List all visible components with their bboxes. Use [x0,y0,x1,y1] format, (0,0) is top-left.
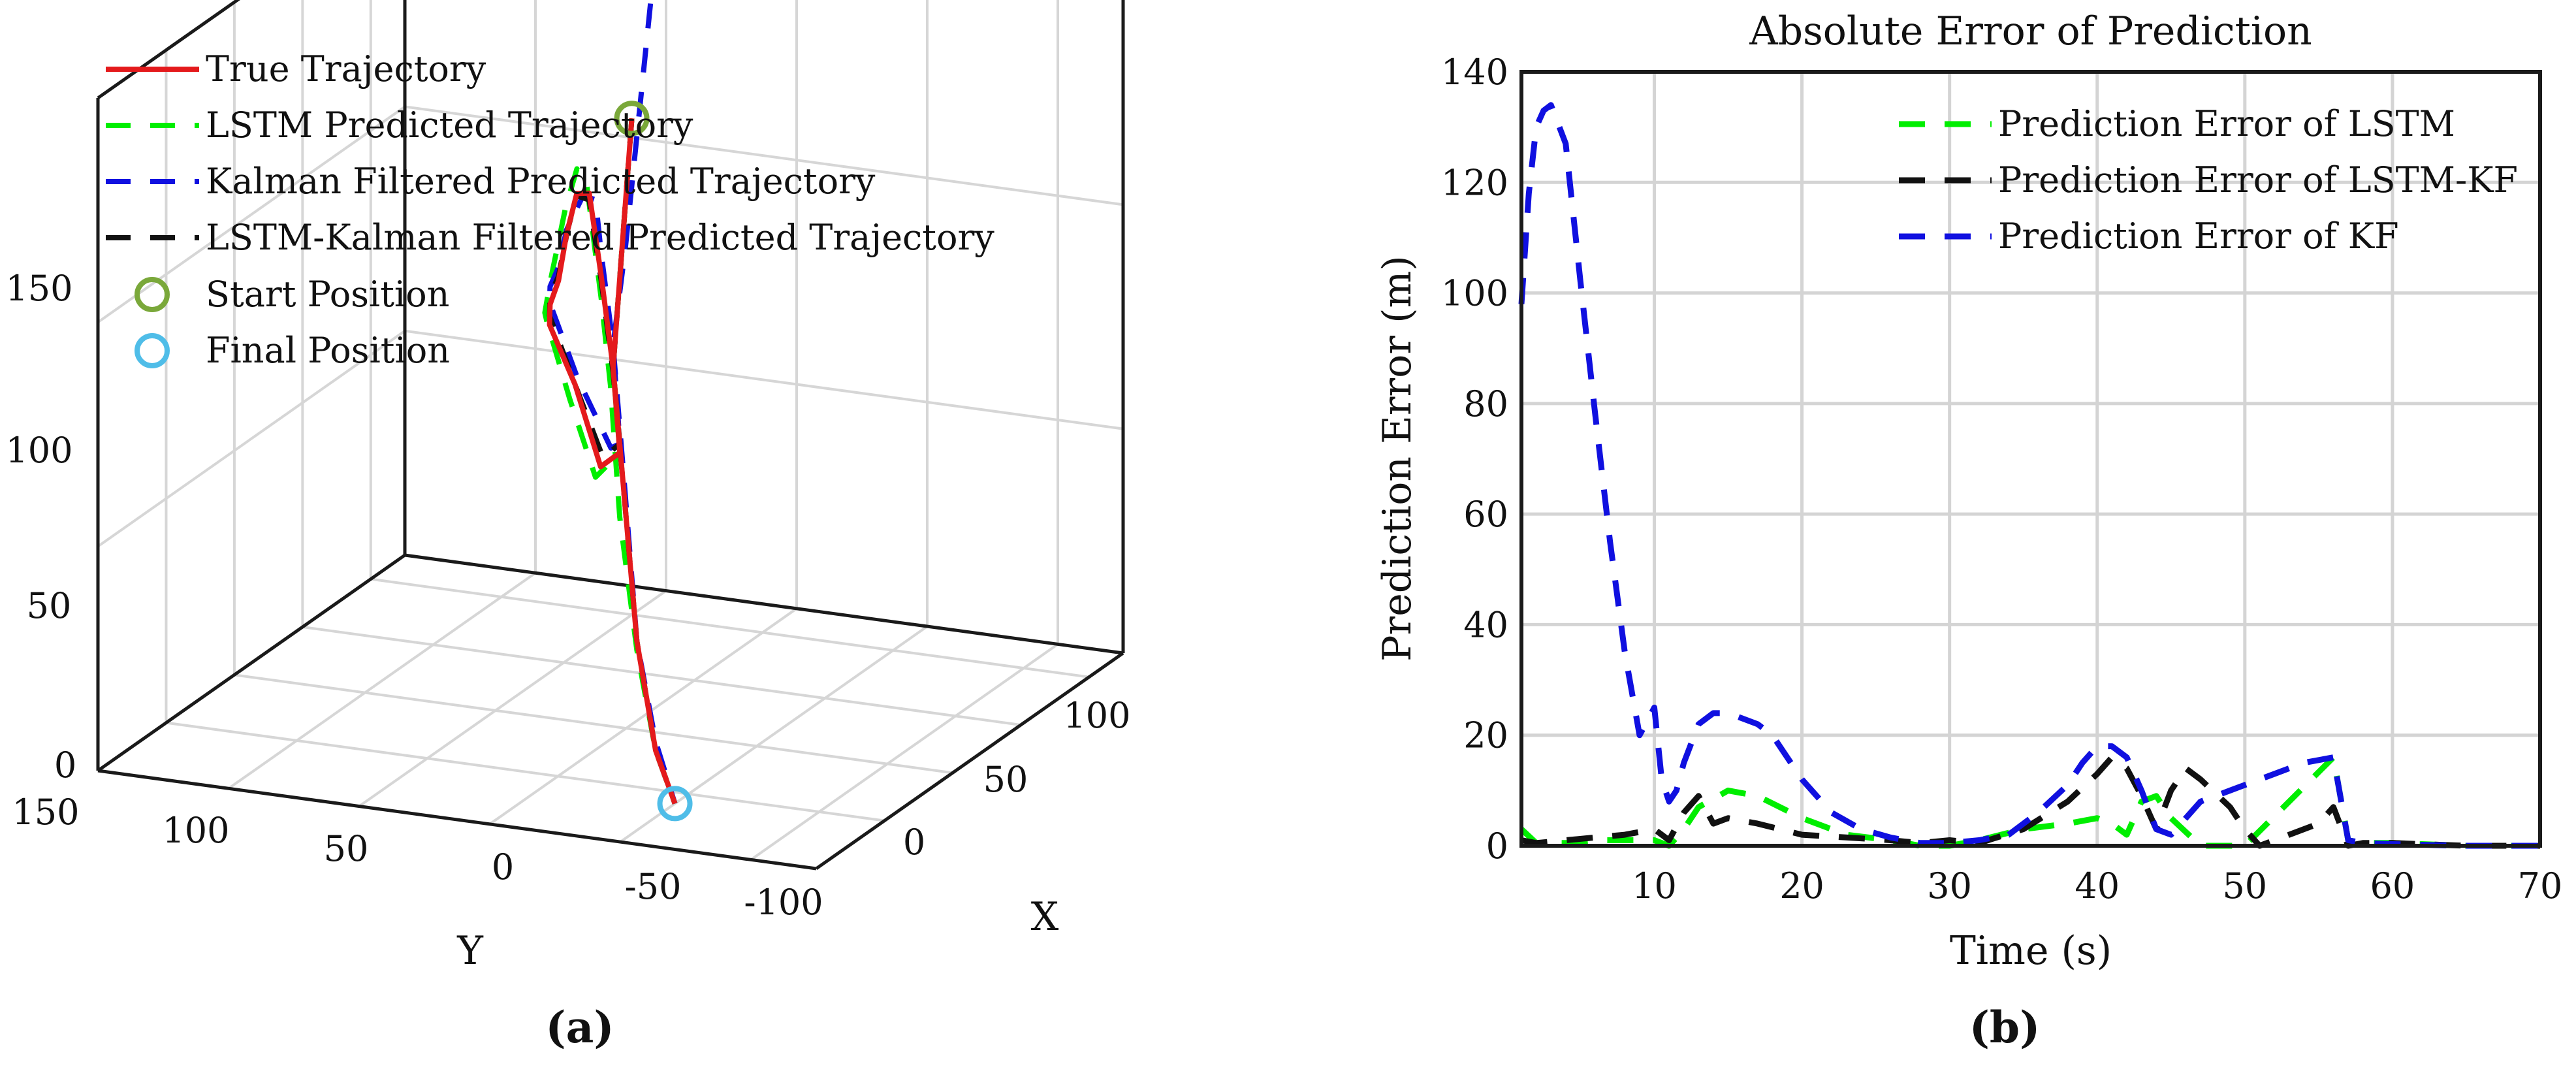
a-box-edge [97,0,240,100]
a-y-tick-label: 100 [162,810,229,851]
b-x-tick-label: 40 [2075,865,2120,907]
panel-a-label: (a) [545,1002,614,1053]
a-floor-gridline [750,643,1059,861]
a-floor-gridline [619,625,929,843]
panel-b-ticks: 10 20 30 40 50 60 70 0 20 40 60 80 100 120 140 [1441,52,2562,907]
a-floor-gridline [227,571,537,790]
panel-b-plot-frame [1519,70,2542,848]
a-box-edge [404,553,1124,655]
a-y-axis-label: Y [456,928,484,974]
b-y-tick-label: 120 [1441,162,1508,203]
legend-swatch-final-marker [135,333,170,368]
a-x-tick-label: 100 [1063,695,1130,736]
panel-b-y-axis-label: Prediction Error (m) [1375,255,1420,662]
a-floor-gridline [302,626,1021,726]
legend-label: LSTM Predicted Trajectory [206,104,693,146]
b-series-prediction-error-of-lstm [1519,754,2540,849]
panel-b-legend: Prediction Error of LSTM Prediction Erro… [1899,103,2518,257]
a-side-gridline [97,105,406,323]
a-z-tick-label: 50 [27,585,72,626]
a-x-tick-label: 50 [983,759,1028,800]
panel-a-markers [614,101,693,822]
b-series-prediction-error-of-kf [1518,102,2540,849]
a-back-gridline [404,105,1124,206]
b-x-tick-label: 50 [2222,865,2267,907]
a-floor-gridline [488,607,798,826]
legend-label: Prediction Error of LSTM-KF [1998,159,2518,201]
a-x-axis-label: X [1031,894,1059,940]
a-floor-gridline [166,721,885,822]
b-y-tick-label: 140 [1441,52,1508,93]
b-y-tick-label: 0 [1486,826,1508,867]
start-position-marker [614,101,650,136]
a-side-gridline [97,330,406,548]
a-back-gridline [404,329,1124,430]
legend-label: True Trajectory [206,48,486,89]
panel-a-box [96,0,1125,871]
b-x-tick-label: 20 [1779,865,1824,907]
a-y-tick-label: -50 [625,866,682,907]
legend-label: Prediction Error of KF [1998,216,2399,257]
panel-a-series [542,3,678,805]
a-y-tick-label: 0 [492,846,514,888]
b-x-tick-label: 70 [2518,865,2563,907]
legend-label: Final Position [206,330,450,371]
panel-b-label: (b) [1969,1002,2041,1053]
a-y-tick-label: -100 [744,882,823,923]
panel-b-error-chart: Absolute Error of Prediction 10 20 30 40 50 6… [1375,8,2562,1053]
a-z-tick-label: 150 [5,268,72,309]
a-floor-gridline [358,589,667,808]
a-z-tick-label: 100 [5,430,72,471]
panel-b-series [1518,102,2540,849]
legend-label: Prediction Error of LSTM [1998,103,2455,144]
b-y-tick-label: 40 [1463,604,1508,645]
panel-a-3d-trajectory: 150 100 50 0 150 100 50 0 -50 -100 0 50 … [5,0,1131,1053]
a-box-edge [97,769,817,871]
a-series-lstm-predicted-trajectory [542,118,678,805]
a-box-edge [97,553,406,773]
a-series-true-trajectory [547,118,678,805]
panel-b-title: Absolute Error of Prediction [1749,8,2312,54]
legend-label: Start Position [206,274,449,315]
b-y-tick-label: 20 [1463,715,1508,756]
b-series-prediction-error-of-lstm-kf [1521,754,2540,849]
legend-label: LSTM-Kalman Filtered Predicted Trajector… [206,217,994,258]
a-y-tick-label: 150 [12,792,79,833]
legend-label: Kalman Filtered Predicted Trajectory [206,161,876,202]
b-y-tick-label: 100 [1441,273,1508,314]
b-y-tick-label: 80 [1463,383,1508,425]
a-y-tick-label: 50 [324,828,369,869]
a-floor-gridline [234,673,953,775]
legend-swatch-start-marker [135,277,170,312]
a-z-tick-label: 0 [54,745,76,786]
panel-b-x-axis-label: Time (s) [1950,928,2112,974]
a-box-edge [815,651,1124,871]
b-x-tick-label: 60 [2370,865,2415,907]
b-x-tick-label: 30 [1927,865,1972,907]
panel-b-grid [1521,72,2540,846]
b-x-tick-label: 10 [1632,865,1677,907]
final-position-marker [657,786,693,822]
a-floor-gridline [370,577,1090,679]
a-x-tick-label: 0 [903,822,925,863]
b-y-tick-label: 60 [1463,494,1508,535]
panel-a-legend: True Trajectory LSTM Predicted Trajector… [106,48,994,371]
